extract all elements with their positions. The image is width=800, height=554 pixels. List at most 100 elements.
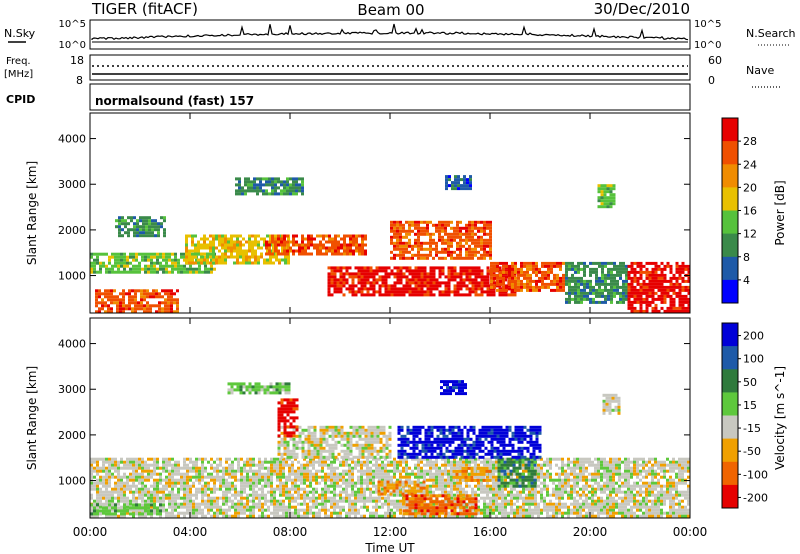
nsky-tick-max: 10^5	[59, 19, 86, 30]
velocity-ylabel: Slant Range [km]	[25, 366, 39, 470]
power-ytick-label: 1000	[58, 270, 86, 283]
velocity-region	[377, 480, 429, 496]
time-axis: 00:00 04:00 08:00 12:00 16:00 20:00 00:00	[73, 113, 708, 539]
velocity-ytick-label: 4000	[58, 338, 86, 351]
power-region	[115, 216, 166, 238]
power-region	[265, 234, 367, 256]
nsky-tick-min: 10^0	[59, 40, 86, 51]
power-colorbar-swatch	[722, 279, 738, 304]
date-label: 30/Dec/2010	[594, 0, 690, 18]
velocity-colorbar-swatch	[722, 392, 738, 416]
nsky-label: N.Sky	[4, 27, 36, 40]
power-colorbar-tick: 12	[743, 228, 757, 241]
velocity-region	[277, 398, 299, 438]
velocity-cells	[90, 380, 690, 518]
velocity-y-axis: 1000 2000 3000 4000	[58, 338, 690, 488]
cpid-label: CPID	[6, 93, 35, 106]
power-region	[235, 177, 304, 196]
velocity-colorbar-tick: -100	[743, 468, 768, 481]
power-region	[95, 289, 179, 314]
velocity-region	[402, 494, 478, 516]
cpid-panel: CPID normalsound (fast) 157	[6, 83, 691, 111]
velocity-colorbar-tick: 100	[743, 353, 764, 366]
power-ytick-label: 4000	[58, 133, 86, 146]
velocity-region	[497, 457, 537, 488]
velocity-colorbar-swatch	[722, 461, 738, 486]
velocity-colorbar: 200 100 50 15 -15 -50 -100 -200	[721, 322, 768, 509]
time-tick-label: 00:00	[73, 525, 108, 539]
time-tick-label: 12:00	[373, 525, 408, 539]
velocity-colorbar-swatch	[722, 438, 738, 463]
power-colorbar-tick: 4	[743, 274, 750, 287]
power-colorbar-swatch	[722, 141, 738, 165]
velocity-region	[397, 425, 542, 459]
power-region	[445, 175, 472, 191]
time-tick-label: 08:00	[273, 525, 308, 539]
power-ytick-label: 3000	[58, 178, 86, 191]
freq-tick-max: 18	[70, 54, 84, 67]
power-ylabel: Slant Range [km]	[25, 161, 39, 265]
power-ytick-label: 2000	[58, 224, 86, 237]
velocity-region	[227, 382, 291, 395]
nsearch-tick-max: 10^5	[694, 19, 721, 30]
velocity-colorbar-tick: 200	[743, 330, 764, 343]
power-region	[627, 261, 691, 313]
velocity-region	[602, 393, 621, 415]
power-colorbar-tick: 28	[743, 135, 757, 148]
time-tick-label: 20:00	[573, 525, 608, 539]
nsearch-label: N.Search	[746, 27, 796, 40]
power-panel: 1000 2000 3000 4000 Slant Range [km] 4 8 12 16…	[25, 112, 787, 314]
power-colorbar-swatch	[722, 210, 738, 235]
freq-panel: Freq. [MHz] 18 8 60 0 Nave	[4, 54, 780, 88]
nsky-trace	[91, 23, 689, 43]
power-colorbar-swatch	[722, 187, 738, 211]
velocity-colorbar-tick: -200	[743, 491, 768, 504]
time-tick-label: 16:00	[473, 525, 508, 539]
power-region	[390, 220, 492, 260]
power-colorbar-swatch	[722, 256, 738, 281]
velocity-colorbar-swatch	[722, 323, 738, 347]
velocity-colorbar-swatch	[722, 369, 738, 393]
velocity-colorbar-tick: 50	[743, 376, 757, 389]
nave-tick-max: 60	[708, 54, 722, 67]
radar-title: TIGER (fitACF)	[91, 0, 198, 18]
power-colorbar-swatch	[722, 164, 738, 188]
nave-tick-min: 0	[708, 74, 715, 87]
velocity-colorbar-swatch	[722, 484, 738, 509]
beam-label: Beam 00	[357, 1, 424, 19]
velocity-region	[452, 466, 492, 482]
velocity-ytick-label: 2000	[58, 429, 86, 442]
power-y-axis: 1000 2000 3000 4000	[58, 133, 690, 283]
velocity-colorbar-swatch	[722, 415, 738, 440]
velocity-panel: 1000 2000 3000 4000 Slant Range [km] 200 100…	[25, 317, 787, 519]
power-colorbar-tick: 16	[743, 205, 757, 218]
nave-label: Nave	[746, 64, 774, 77]
velocity-colorbar-tick: 15	[743, 399, 757, 412]
power-colorbar-swatch	[722, 118, 738, 142]
velocity-colorbar-tick: -15	[743, 422, 761, 435]
nsearch-tick-min: 10^0	[694, 40, 721, 51]
velocity-colorbar-label: Velocity [m s^-1]	[773, 366, 787, 470]
velocity-region	[90, 503, 165, 516]
time-tick-label: 04:00	[173, 525, 208, 539]
velocity-region	[440, 380, 467, 396]
power-region	[565, 261, 628, 304]
power-region	[490, 261, 565, 292]
velocity-ytick-label: 3000	[58, 383, 86, 396]
power-cells	[90, 175, 691, 314]
freq-unit: [MHz]	[4, 69, 33, 80]
time-tick-label: 00:00	[673, 525, 708, 539]
freq-tick-min: 8	[76, 74, 83, 87]
power-colorbar: 4 8 12 16 20 24 28	[721, 117, 757, 304]
velocity-colorbar-tick: -50	[743, 445, 761, 458]
freq-label: Freq.	[6, 56, 31, 67]
power-colorbar-tick: 20	[743, 181, 757, 194]
power-colorbar-tick: 24	[743, 158, 757, 171]
velocity-colorbar-swatch	[722, 346, 738, 370]
nsky-panel: N.Sky 10^5 10^0 10^5 10^0 N.Search	[4, 19, 796, 51]
cpid-value: normalsound (fast) 157	[95, 94, 254, 108]
time-axis-label: Time UT	[364, 541, 415, 554]
power-colorbar-tick: 8	[743, 251, 750, 264]
power-region	[597, 184, 616, 209]
